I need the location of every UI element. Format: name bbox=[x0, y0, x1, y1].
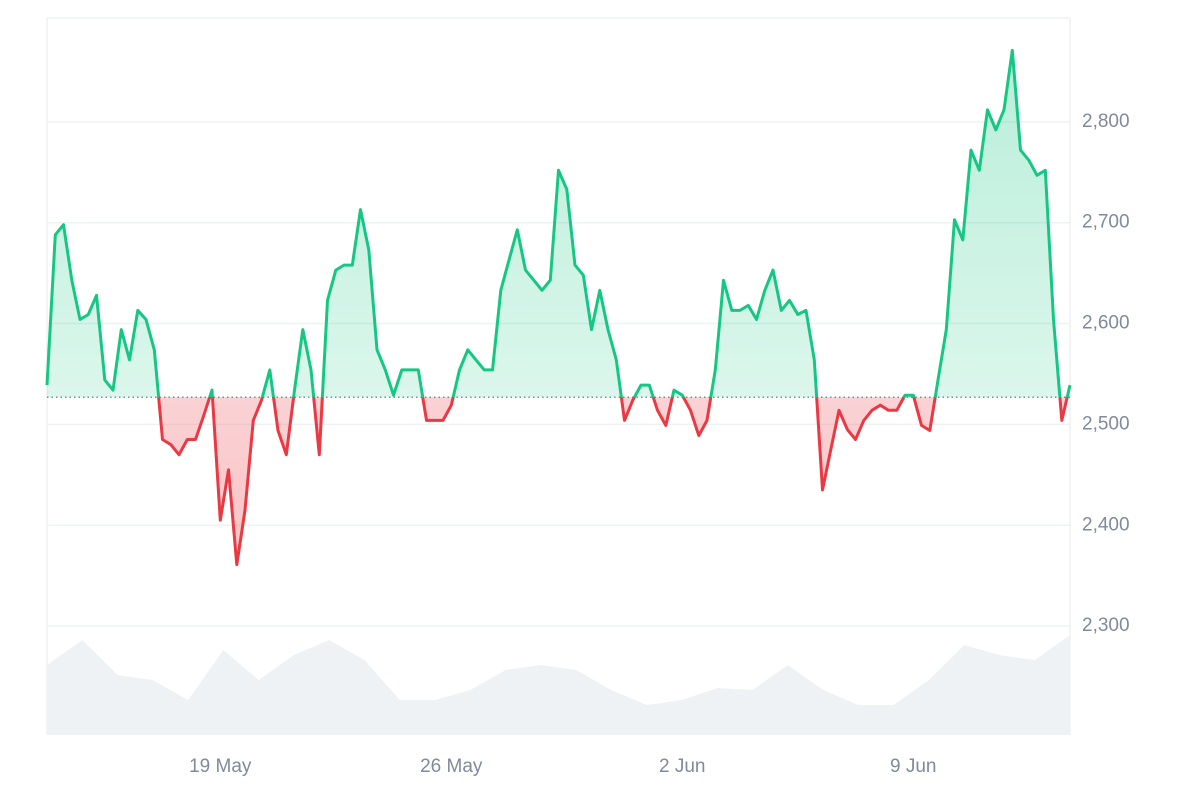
area-down bbox=[158, 397, 1068, 565]
y-tick-label: 2,300 bbox=[1082, 615, 1130, 636]
y-tick-label: 2,800 bbox=[1082, 111, 1130, 132]
area-up bbox=[47, 50, 1070, 398]
x-tick-label: 19 May bbox=[189, 756, 252, 777]
x-tick-label: 26 May bbox=[420, 756, 483, 777]
y-tick-label: 2,700 bbox=[1082, 212, 1130, 233]
y-tick-label: 2,600 bbox=[1082, 313, 1130, 334]
x-tick-label: 2 Jun bbox=[659, 756, 705, 777]
y-tick-label: 2,500 bbox=[1082, 413, 1130, 434]
line-up bbox=[45, 48, 1072, 398]
line-down bbox=[157, 397, 1069, 567]
x-tick-label: 9 Jun bbox=[890, 756, 936, 777]
y-tick-label: 2,400 bbox=[1082, 514, 1130, 535]
volume-area bbox=[47, 635, 1070, 735]
